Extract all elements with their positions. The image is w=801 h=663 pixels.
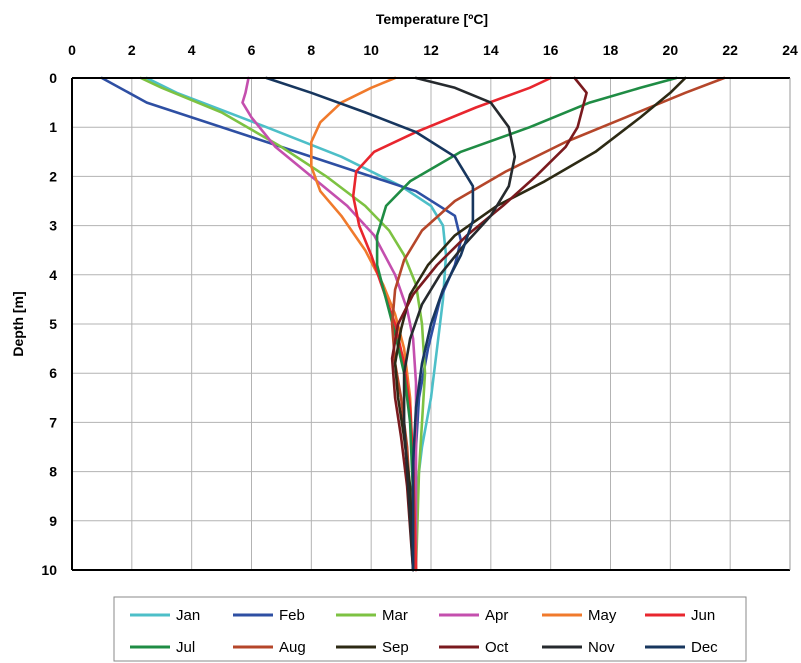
y-axis-title: Depth [m] xyxy=(10,291,26,356)
series-line-sep xyxy=(393,76,687,572)
series-line-may xyxy=(309,76,418,572)
x-tick-label: 24 xyxy=(782,42,798,58)
x-axis-title: Temperature [ºC] xyxy=(376,11,488,27)
legend-label-jun: Jun xyxy=(691,607,715,624)
series-line-jan xyxy=(145,76,448,572)
legend-label-dec: Dec xyxy=(691,639,718,656)
legend: Jan Feb Mar Apr May Jun Jul Aug Sep Oct Nov Dec xyxy=(113,596,747,662)
legend-label-jul: Jul xyxy=(176,639,195,656)
y-tick-label: 8 xyxy=(49,464,57,480)
series-line-jul xyxy=(375,76,678,572)
x-tick-label: 10 xyxy=(363,42,379,58)
legend-label-oct: Oct xyxy=(485,639,509,656)
series-line-apr xyxy=(241,76,418,572)
x-tick-label: 0 xyxy=(68,42,76,58)
y-tick-label: 6 xyxy=(49,365,57,381)
legend-label-apr: Apr xyxy=(485,607,508,624)
x-tick-label: 6 xyxy=(248,42,256,58)
y-tick-labels: 0 1 2 3 4 5 6 7 8 9 10 xyxy=(41,70,57,578)
legend-label-mar: Mar xyxy=(382,607,408,624)
y-tick-label: 10 xyxy=(41,562,57,578)
x-tick-label: 18 xyxy=(603,42,619,58)
y-tick-label: 7 xyxy=(49,414,57,430)
series-line-dec xyxy=(265,76,475,572)
y-tick-label: 1 xyxy=(49,119,57,135)
y-tick-label: 2 xyxy=(49,168,57,184)
legend-label-feb: Feb xyxy=(279,607,305,624)
x-tick-label: 2 xyxy=(128,42,136,58)
legend-box xyxy=(113,596,747,662)
plot-frame xyxy=(71,77,791,571)
x-tick-label: 4 xyxy=(188,42,196,58)
legend-label-may: May xyxy=(588,607,617,624)
y-tick-label: 4 xyxy=(49,267,57,283)
x-tick-label: 22 xyxy=(722,42,738,58)
legend-label-aug: Aug xyxy=(279,639,306,656)
y-tick-label: 0 xyxy=(49,70,57,86)
x-tick-label: 20 xyxy=(663,42,679,58)
legend-label-sep: Sep xyxy=(382,639,409,656)
series-line-oct xyxy=(390,76,588,572)
x-tick-label: 8 xyxy=(307,42,315,58)
legend-label-nov: Nov xyxy=(588,639,615,656)
x-tick-label: 16 xyxy=(543,42,559,58)
series-line-jun xyxy=(351,76,553,572)
x-tick-label: 14 xyxy=(483,42,499,58)
x-tick-label: 12 xyxy=(423,42,439,58)
y-tick-label: 5 xyxy=(49,316,57,332)
x-tick-labels: 0 2 4 6 8 10 12 14 16 18 20 22 24 xyxy=(68,42,798,58)
series-line-nov xyxy=(402,76,517,572)
series-lines xyxy=(100,76,726,572)
series-line-mar xyxy=(139,76,427,572)
y-tick-label: 3 xyxy=(49,218,57,234)
y-tick-label: 9 xyxy=(49,513,57,529)
legend-label-jan: Jan xyxy=(176,607,200,624)
